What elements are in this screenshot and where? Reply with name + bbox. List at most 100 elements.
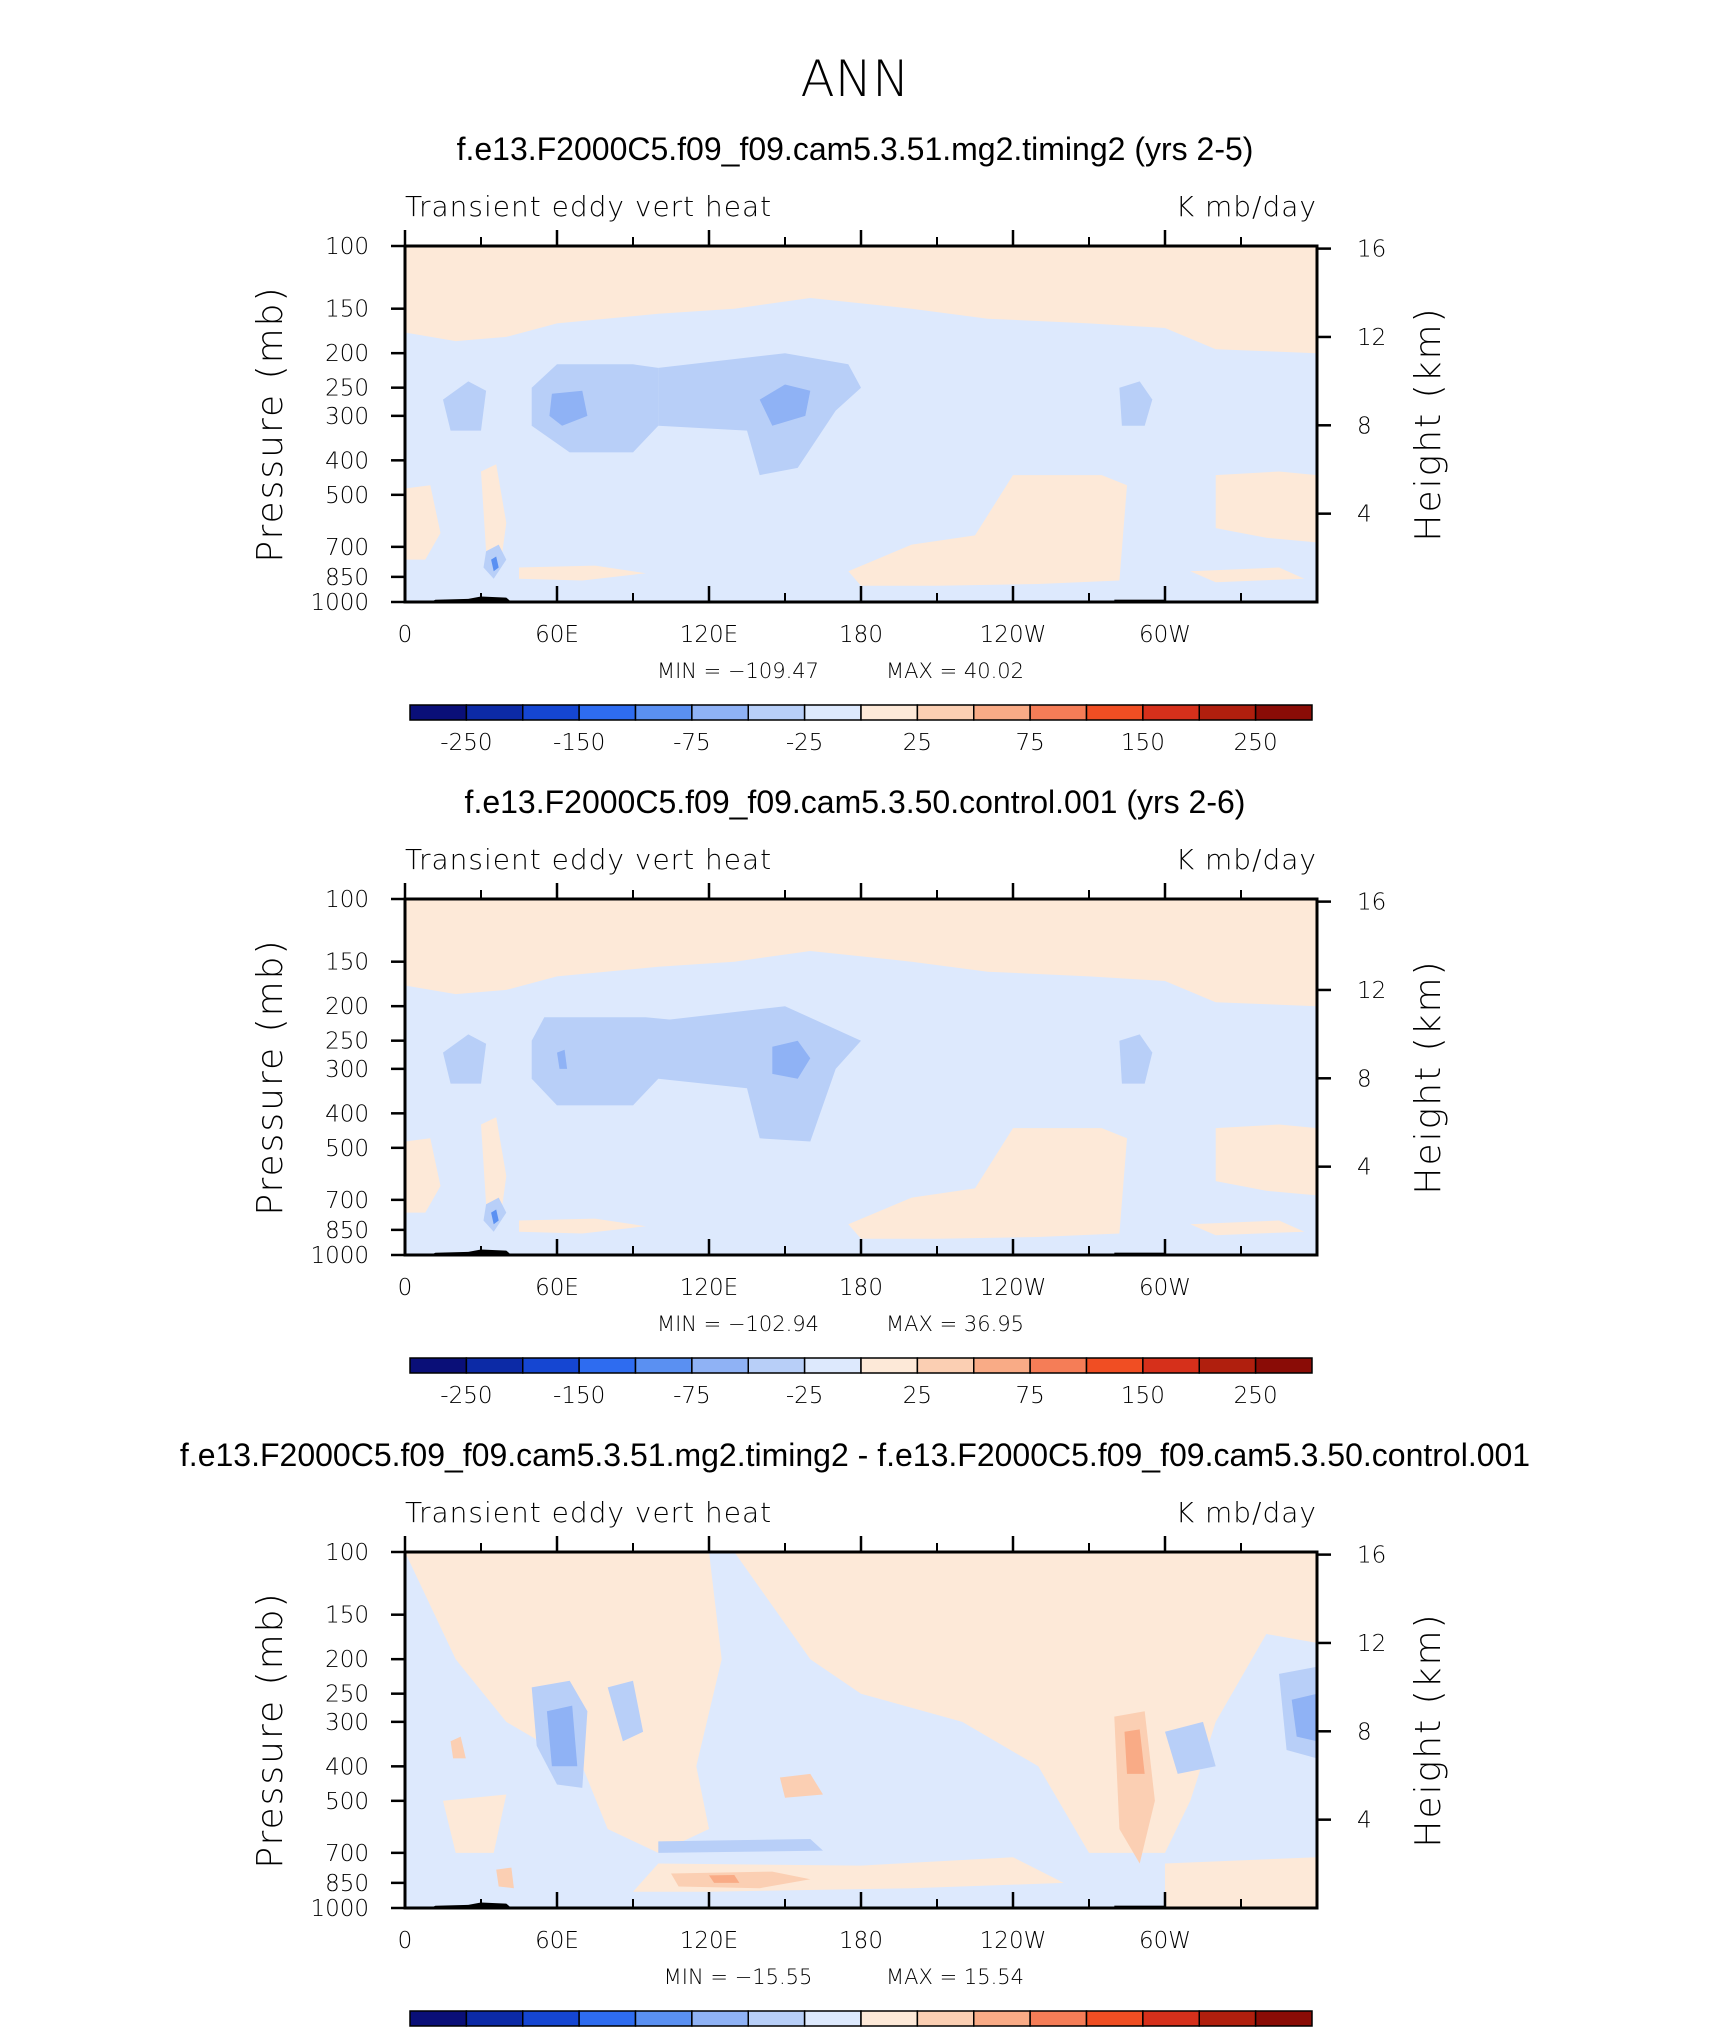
y-tick-label: 850 <box>325 565 369 591</box>
colorbar-swatch <box>1198 704 1257 721</box>
colorbar-label: 0 <box>854 2036 869 2038</box>
y-tick-label: 250 <box>325 376 369 402</box>
contour-region <box>491 1209 499 1225</box>
colorbar-swatch <box>1198 2010 1257 2027</box>
y-axis-title: Pressure (mb) <box>250 285 291 562</box>
contour-region <box>1165 1857 1317 1908</box>
contour-region <box>405 246 1317 354</box>
x-tick-label: 60W <box>1139 1275 1191 1301</box>
min-label: MIN = −102.94 <box>657 1312 819 1336</box>
y-tick-label: 200 <box>325 1647 369 1673</box>
colorbar-swatch <box>1254 2010 1313 2027</box>
contour-region <box>443 1794 507 1853</box>
y-tick-label: 100 <box>325 887 369 913</box>
x-tick-label: 120E <box>680 1928 738 1954</box>
contour-region <box>779 1773 823 1798</box>
y-tick-label: 500 <box>325 1789 369 1815</box>
contour-region <box>658 1006 861 1142</box>
y2-axis-title: Height (km) <box>1408 306 1449 541</box>
colorbar-swatch <box>578 1357 637 1374</box>
y2-tick-label: 4 <box>1357 1808 1372 1834</box>
contour-region <box>607 1680 644 1742</box>
contour-region <box>658 353 861 476</box>
units-label: K mb/day <box>1176 190 1317 223</box>
colorbar-label: 250 <box>1234 730 1278 756</box>
contour-region <box>772 1040 811 1079</box>
y-axis-title: Pressure (mb) <box>250 1591 291 1868</box>
field-label: Transient eddy vert heat <box>405 843 772 876</box>
y2-tick-label: 12 <box>1357 325 1386 351</box>
colorbar-swatch <box>1142 704 1200 721</box>
contour-region <box>519 565 646 581</box>
colorbar-swatch <box>691 1357 749 1374</box>
colorbar-label: 25 <box>903 730 932 756</box>
units-label: K mb/day <box>1176 843 1317 876</box>
contour-region <box>671 1871 811 1889</box>
y-tick-label: 850 <box>325 1218 369 1244</box>
contour-region <box>443 1034 487 1084</box>
colorbar-swatch <box>409 1357 468 1374</box>
x-tick-label: 120W <box>980 1928 1047 1954</box>
contour-region <box>1165 1721 1216 1774</box>
x-tick-label: 60E <box>535 1928 579 1954</box>
y-tick-label: 400 <box>325 1101 369 1127</box>
colorbar-swatch <box>973 2010 1031 2027</box>
colorbar-label: -150 <box>553 730 605 756</box>
colorbar-swatch <box>634 704 693 721</box>
colorbar-swatch <box>747 1357 806 1374</box>
contour-region <box>557 1049 568 1069</box>
colorbar-swatch <box>1085 2010 1144 2027</box>
colorbar-swatch <box>634 2010 693 2027</box>
colorbar-swatch <box>1254 704 1313 721</box>
y2-tick-label: 4 <box>1357 1155 1372 1181</box>
colorbar-label: 75 <box>1015 730 1044 756</box>
contour-region <box>1119 381 1153 426</box>
colorbar-swatch <box>578 704 637 721</box>
colorbar-swatch <box>634 1357 693 1374</box>
x-tick-label: 120W <box>980 1275 1047 1301</box>
panel-1: f.e13.F2000C5.f09_f09.cam5.3.51.mg2.timi… <box>250 131 1449 756</box>
colorbar-label: -25 <box>786 730 824 756</box>
field-label: Transient eddy vert heat <box>405 190 772 223</box>
y2-axis-title: Height (km) <box>1408 959 1449 1194</box>
colorbar-swatch <box>803 2010 862 2027</box>
contour-region <box>531 364 659 453</box>
y-tick-label: 500 <box>325 483 369 509</box>
figure-title: ANN <box>800 50 909 108</box>
colorbar-swatch <box>409 704 468 721</box>
contour-region <box>1119 1034 1153 1084</box>
field-label: Transient eddy vert heat <box>405 1496 772 1529</box>
panels: f.e13.F2000C5.f09_f09.cam5.3.51.mg2.timi… <box>180 131 1530 2038</box>
colorbar-swatch <box>1029 2010 1088 2027</box>
y-axis-title: Pressure (mb) <box>250 938 291 1215</box>
colorbar-swatch <box>973 704 1031 721</box>
colorbar-swatch <box>465 704 524 721</box>
x-tick-label: 120W <box>980 622 1047 648</box>
colorbar-label: 150 <box>1121 730 1165 756</box>
colorbar-swatch <box>409 2010 468 2027</box>
contour-region <box>848 475 1127 586</box>
contour-region <box>658 1839 823 1853</box>
contour-region <box>481 464 507 560</box>
plot-area <box>405 246 1317 602</box>
y-tick-label: 700 <box>325 1188 369 1214</box>
contour-region <box>531 1017 684 1106</box>
contour-region <box>546 1705 578 1767</box>
colorbar-swatch <box>747 2010 806 2027</box>
colorbar-label: 150 <box>1121 1383 1165 1409</box>
colorbar-swatch <box>522 2010 580 2027</box>
y2-axis-title: Height (km) <box>1408 1612 1449 1847</box>
contour-region <box>848 1128 1127 1239</box>
units-label: K mb/day <box>1176 1496 1317 1529</box>
max-label: MAX = 15.54 <box>886 1965 1024 1989</box>
colorbar-label: -75 <box>673 1383 711 1409</box>
x-tick-label: 60E <box>535 1275 579 1301</box>
colorbar-swatch <box>803 1357 862 1374</box>
max-label: MAX = 40.02 <box>886 659 1024 683</box>
y-tick-label: 500 <box>325 1136 369 1162</box>
contour-region <box>1190 567 1305 583</box>
contour-region <box>1215 471 1317 543</box>
colorbar-swatch <box>916 704 975 721</box>
colorbar-label: 10 <box>959 2036 988 2038</box>
